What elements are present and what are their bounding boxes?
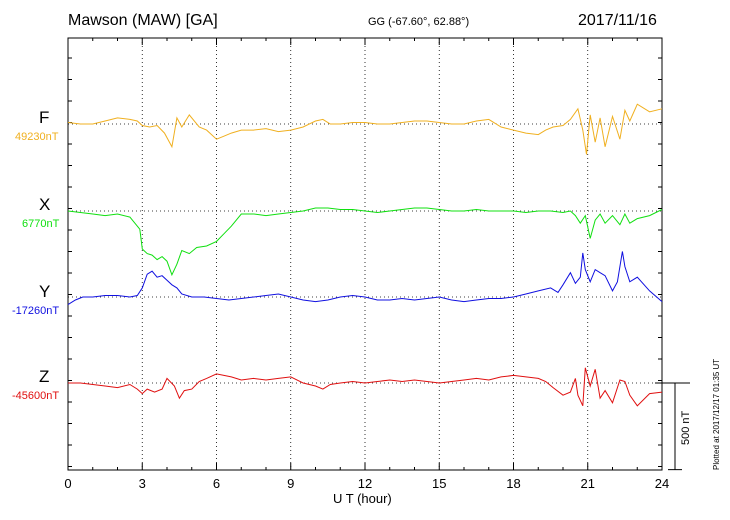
series-trace-z — [68, 367, 663, 407]
baseline-label-y: -17260nT — [12, 305, 60, 317]
series-trace-x — [67, 207, 663, 277]
series-trace-y — [67, 251, 663, 306]
x-tick-label: 21 — [581, 476, 595, 491]
baseline-label-f: 49230nT — [15, 131, 59, 143]
plotted-timestamp: Plotted at 2017/12/17 01:35 UT — [712, 358, 721, 470]
x-tick-label: 6 — [213, 476, 220, 491]
series-trace-f — [67, 103, 663, 155]
baseline-label-x: 6770nT — [22, 218, 60, 230]
x-tick-label: 0 — [64, 476, 71, 491]
series-name-f: F — [39, 108, 50, 127]
chart-title: Mawson (MAW) [GA] — [68, 12, 218, 29]
series-name-z: Z — [39, 367, 50, 386]
chart-date: 2017/11/16 — [578, 12, 657, 29]
scale-bar-label: 500 nT — [680, 410, 692, 445]
baseline-label-z: -45600nT — [12, 390, 60, 402]
x-axis-title: U T (hour) — [333, 491, 392, 506]
x-tick-label: 9 — [287, 476, 294, 491]
x-tick-label: 24 — [655, 476, 669, 491]
x-tick-label: 3 — [139, 476, 146, 491]
series-name-y: Y — [39, 282, 51, 301]
series-name-x: X — [39, 195, 51, 214]
x-tick-label: 15 — [432, 476, 446, 491]
x-tick-label: 18 — [506, 476, 520, 491]
station-coordinates: GG (-67.60°, 62.88°) — [368, 16, 470, 28]
x-tick-label: 12 — [358, 476, 372, 491]
